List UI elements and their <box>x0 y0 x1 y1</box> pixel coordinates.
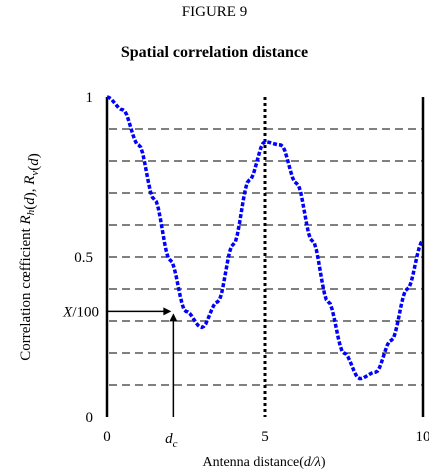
series <box>106 95 425 381</box>
dc-label: dc <box>165 431 178 450</box>
x-tick-label: 5 <box>261 429 269 445</box>
x100-arrowhead <box>163 307 172 316</box>
y-tick-label: 0.5 <box>74 250 93 266</box>
axes <box>105 97 425 417</box>
x-tick-label: 0 <box>103 429 111 445</box>
x-axis-label: Antenna distance(d/λ) <box>202 455 325 470</box>
x100-label: X/100 <box>62 304 99 320</box>
y-tick-label: 0 <box>86 410 94 426</box>
grid-lines <box>109 128 423 386</box>
x-tick-label: 10 <box>416 429 429 445</box>
dc-arrowhead <box>169 313 178 322</box>
chart-title: Spatial correlation distance <box>120 44 309 61</box>
annotations: X/100 dc <box>62 304 178 450</box>
y-axis-label: Correlation cœfficient Rh(d), Rv(d) <box>18 153 42 361</box>
tick-labels: 0 5 10 0 0.5 1 <box>74 90 429 445</box>
y-tick-label: 1 <box>86 90 94 106</box>
figure-label: FIGURE 9 <box>181 4 248 20</box>
